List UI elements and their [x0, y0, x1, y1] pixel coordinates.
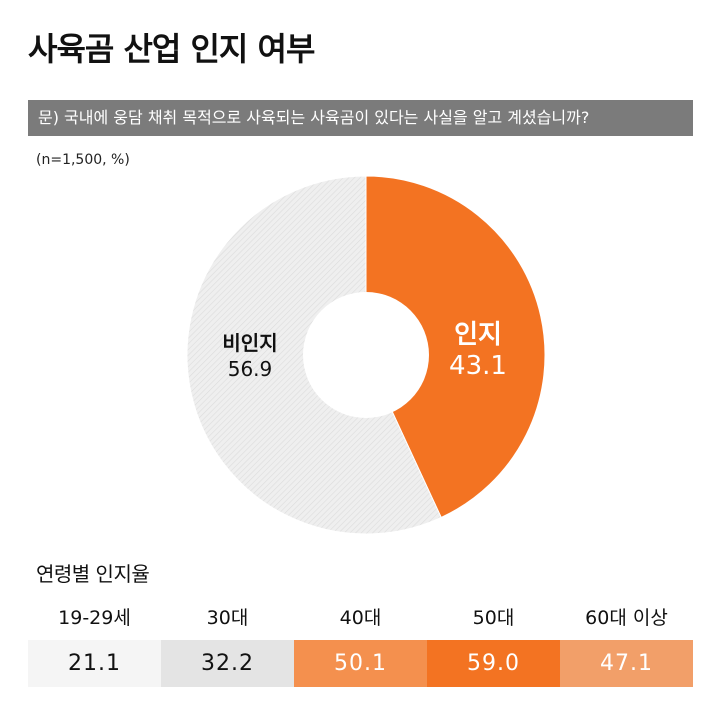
question-bar: 문) 국내에 웅담 채취 목적으로 사육되는 사육곰이 있다는 사실을 알고 계… [28, 100, 693, 136]
slice-label-unaware: 비인지 [222, 331, 277, 355]
slice-value-unaware: 56.9 [228, 357, 273, 381]
age-header-cell: 19-29세 [58, 607, 131, 629]
age-header-cell: 50대 [472, 607, 515, 629]
age-value-cell: 59.0 [427, 640, 560, 687]
age-value-cell: 21.1 [28, 640, 161, 687]
donut-hole [303, 292, 429, 418]
sample-note: (n=1,500, %) [36, 152, 130, 168]
age-header-cell: 40대 [339, 607, 382, 629]
slice-value-aware: 43.1 [449, 351, 507, 381]
page-title: 사육곰 산업 인지 여부 [28, 30, 315, 68]
age-section-title: 연령별 인지율 [36, 562, 150, 586]
age-value-cell: 32.2 [161, 640, 294, 687]
age-header-cell: 60대 이상 [585, 607, 668, 629]
donut-chart: 인지 43.1 비인지 56.9 [186, 175, 546, 535]
age-value-row: 21.1 32.2 50.1 59.0 47.1 [28, 640, 693, 687]
slice-aware [365, 175, 546, 519]
age-value-cell: 47.1 [560, 640, 693, 687]
age-header-cell: 30대 [206, 607, 249, 629]
age-header-row: 19-29세 30대 40대 50대 60대 이상 [28, 596, 693, 640]
age-table: 19-29세 30대 40대 50대 60대 이상 21.1 32.2 50.1… [28, 596, 693, 687]
age-value-cell: 50.1 [294, 640, 427, 687]
slice-label-aware: 인지 [454, 320, 502, 350]
